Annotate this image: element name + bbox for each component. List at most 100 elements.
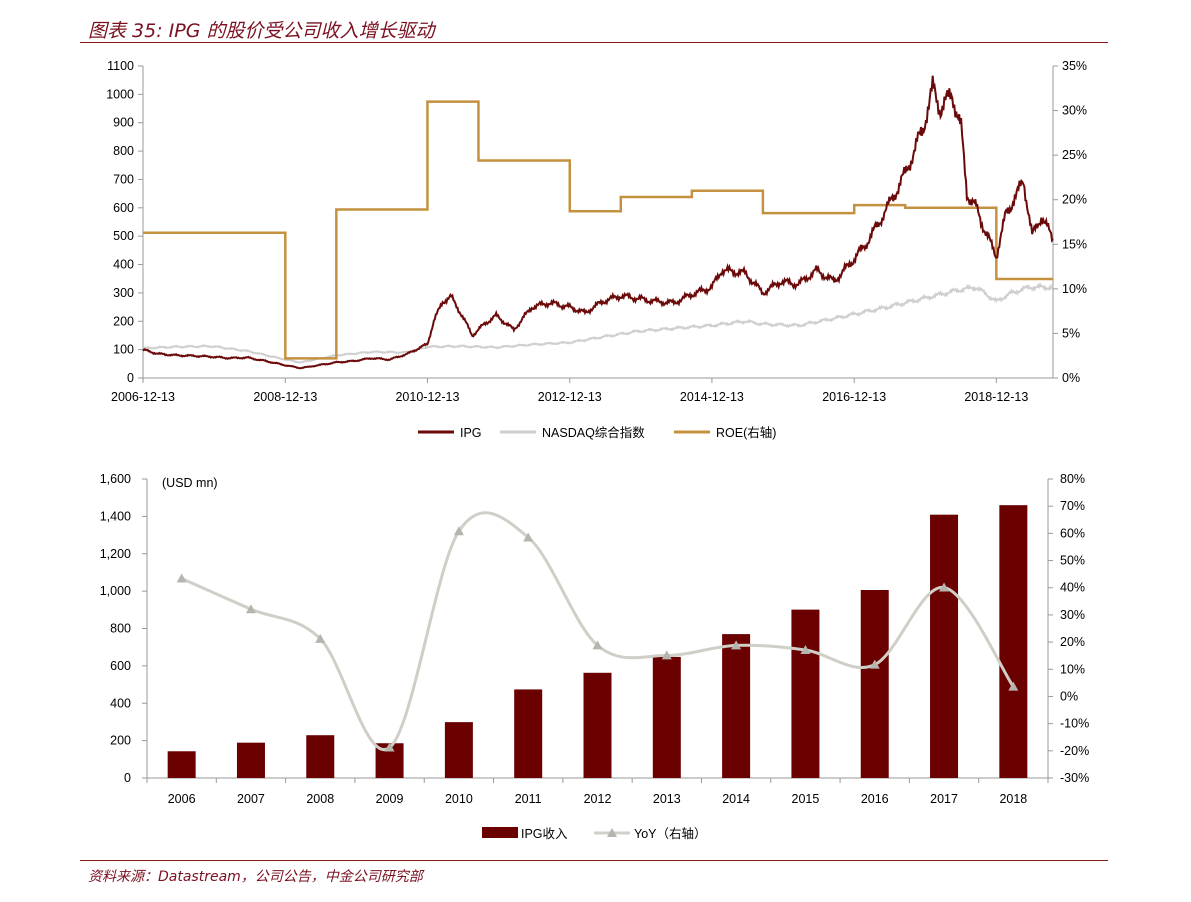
title-rule: [80, 42, 1108, 43]
yoy-point-2009: [384, 742, 395, 752]
y-left-tick-label: 800: [113, 144, 134, 158]
series-roe-line: [143, 100, 1053, 360]
bar-2014: [722, 634, 751, 778]
x-tick-label: 2018-12-13: [964, 390, 1028, 404]
legend-roe-label: ROE(右轴): [716, 425, 776, 440]
y-right-tick-label: 15%: [1062, 237, 1087, 251]
y-left-tick-label: 600: [113, 201, 134, 215]
x-tick-label: 2009: [376, 792, 404, 806]
x-tick-label: 2016: [861, 792, 889, 806]
y-left-tick-label: 1100: [107, 59, 134, 73]
y-left-tick-label: 0: [127, 371, 134, 385]
x-tick-label: 2014-12-13: [680, 390, 744, 404]
y-left-tick-label: 1,400: [100, 509, 131, 523]
y-left-tick-label: 600: [110, 659, 131, 673]
x-tick-label: 2017: [930, 792, 958, 806]
stock-price-chart: 0 100 200 300 400 500 600 700 800 900 1000 1100 0% 5%…: [106, 59, 1087, 440]
y-left-tick-label: 1,200: [100, 547, 131, 561]
series-ipg-line: [142, 75, 1054, 370]
y-right-tick-label: 20%: [1062, 193, 1087, 207]
bar-2013: [652, 656, 681, 778]
yoy-point-2007: [245, 604, 256, 614]
yoy-point-2010: [453, 526, 464, 536]
y-left-tick-label: 900: [113, 116, 134, 130]
source-rule: [80, 860, 1108, 861]
yoy-point-2015: [800, 644, 811, 654]
y-left-tick-label: 700: [113, 172, 134, 186]
y-left-tick-label: 800: [110, 622, 131, 636]
x-tick-label: 2013: [653, 792, 681, 806]
x-tick-label: 2012: [584, 792, 612, 806]
bar-2006: [167, 751, 196, 778]
y-right-tick-label: 20%: [1060, 635, 1085, 649]
y-left-tick-label: 400: [110, 696, 131, 710]
y-right-tick-label: -10%: [1060, 717, 1089, 731]
series-nasdaq-line: [142, 282, 1054, 364]
legend-nasdaq-label: NASDAQ综合指数: [542, 425, 645, 440]
y-right-tick-label: -20%: [1060, 744, 1089, 758]
legend-ipg-label: IPG: [460, 426, 482, 440]
x-tick-label: 2016-12-13: [822, 390, 886, 404]
bar-2011: [514, 689, 543, 778]
x-tick-label: 2007: [237, 792, 265, 806]
y-right-tick-label: 80%: [1060, 472, 1085, 486]
x-tick-label: 2012-12-13: [538, 390, 602, 404]
figure-title: 图表 35: IPG 的股价受公司收入增长驱动: [88, 20, 435, 42]
yoy-point-2006: [176, 573, 187, 583]
bar-2015: [791, 609, 820, 778]
unit-label: (USD mn): [162, 476, 218, 490]
y-right-tick-label: -30%: [1060, 771, 1089, 785]
yoy-point-2008: [315, 633, 326, 643]
bar-2010: [444, 722, 473, 778]
bar-2007: [236, 742, 265, 778]
y-right-tick-label: 50%: [1060, 554, 1085, 568]
y-right-tick-label: 30%: [1062, 104, 1087, 118]
yoy-point-2018: [1008, 681, 1019, 691]
y-right-tick-label: 5%: [1062, 326, 1080, 340]
x-tick-label: 2010-12-13: [395, 390, 459, 404]
y-left-tick-label: 200: [113, 314, 134, 328]
x-tick-label: 2008-12-13: [253, 390, 317, 404]
x-tick-label: 2010: [445, 792, 473, 806]
yoy-point-2012: [592, 640, 603, 650]
y-right-tick-label: 0%: [1060, 689, 1078, 703]
x-tick-label: 2014: [722, 792, 750, 806]
y-left-tick-label: 300: [113, 286, 134, 300]
y-right-tick-label: 30%: [1060, 608, 1085, 622]
y-right-tick-label: 10%: [1062, 282, 1087, 296]
bar-2018: [999, 505, 1028, 778]
y-left-tick-label: 100: [113, 343, 134, 357]
x-tick-label: 2008: [306, 792, 334, 806]
y-left-tick-label: 1,600: [100, 472, 131, 486]
y-right-tick-label: 60%: [1060, 526, 1085, 540]
x-tick-label: 2006-12-13: [111, 390, 175, 404]
x-tick-label: 2011: [515, 792, 542, 806]
bar-2016: [860, 590, 889, 778]
bar-2012: [583, 672, 612, 778]
yoy-point-2013: [661, 650, 672, 660]
y-right-tick-label: 10%: [1060, 662, 1085, 676]
bar-2008: [306, 735, 335, 778]
x-tick-label: 2006: [168, 792, 196, 806]
y-right-tick-label: 35%: [1062, 59, 1087, 73]
yoy-point-2017: [939, 582, 950, 592]
y-left-tick-label: 500: [113, 229, 134, 243]
legend-revenue-swatch: [482, 827, 518, 838]
yoy-point-2014: [731, 640, 742, 650]
y-left-tick-label: 0: [124, 771, 131, 785]
legend-yoy-marker: [607, 828, 617, 837]
y-left-tick-label: 400: [113, 258, 134, 272]
y-left-tick-label: 200: [110, 734, 131, 748]
source-note: 资料来源：Datastream，公司公告，中金公司研究部: [88, 869, 423, 885]
legend-yoy-label: YoY（右轴）: [634, 826, 706, 841]
x-tick-label: 2018: [999, 792, 1027, 806]
y-right-tick-label: 40%: [1060, 581, 1085, 595]
yoy-point-2011: [523, 532, 534, 542]
y-left-tick-label: 1000: [106, 87, 134, 101]
y-left-tick-label: 1,000: [100, 584, 131, 598]
bar-2017: [930, 514, 959, 778]
y-right-tick-label: 70%: [1060, 499, 1085, 513]
x-tick-label: 2015: [792, 792, 820, 806]
y-right-tick-label: 25%: [1062, 148, 1087, 162]
